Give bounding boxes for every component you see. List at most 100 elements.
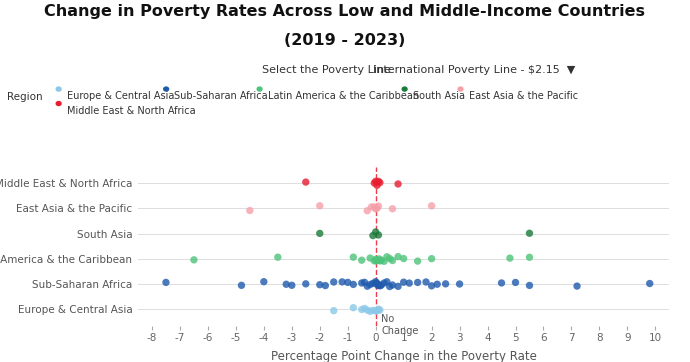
Point — [368, 180, 380, 186]
Point — [359, 306, 370, 311]
Text: No
Change: No Change — [382, 314, 419, 336]
Point — [376, 282, 387, 288]
Text: South Asia: South Asia — [413, 91, 465, 101]
Point — [328, 279, 339, 285]
Point — [356, 307, 367, 312]
Point — [367, 307, 378, 313]
Point — [373, 178, 384, 184]
Text: East Asia & the Pacific: East Asia & the Pacific — [469, 91, 578, 101]
Point — [356, 280, 367, 286]
Point — [404, 280, 415, 286]
Point — [379, 280, 390, 286]
Point — [384, 284, 395, 290]
Point — [373, 232, 384, 238]
Point — [236, 282, 247, 288]
Point — [373, 203, 384, 209]
Point — [364, 282, 375, 287]
Point — [393, 283, 404, 289]
Point — [371, 258, 382, 264]
Point — [362, 283, 373, 289]
Point — [524, 230, 535, 236]
Point — [426, 283, 437, 289]
Point — [273, 254, 284, 260]
Point — [387, 258, 398, 264]
Point — [393, 181, 404, 187]
Point — [382, 254, 393, 260]
Point — [370, 229, 381, 235]
Point — [161, 279, 172, 285]
Point — [337, 279, 348, 285]
Point — [375, 180, 386, 185]
Point — [387, 282, 398, 288]
Point — [398, 279, 409, 285]
Point — [379, 258, 390, 264]
Point — [244, 208, 255, 214]
Point — [314, 282, 325, 287]
Point — [496, 280, 507, 286]
Point — [393, 254, 404, 260]
Point — [281, 281, 292, 287]
Point — [412, 258, 423, 264]
Point — [371, 308, 382, 313]
Point — [370, 256, 381, 262]
Point — [504, 255, 515, 261]
Point — [356, 257, 367, 263]
Point — [384, 256, 395, 261]
Point — [359, 279, 370, 285]
X-axis label: Percentage Point Change in the Poverty Rate: Percentage Point Change in the Poverty R… — [270, 350, 537, 362]
Point — [364, 255, 375, 261]
Point — [348, 254, 359, 260]
Point — [364, 308, 375, 314]
Point — [524, 282, 535, 288]
Point — [373, 306, 384, 312]
Point — [286, 282, 297, 288]
Point — [342, 279, 353, 285]
Point — [375, 258, 386, 264]
Point — [371, 205, 382, 211]
Point — [382, 279, 393, 285]
Point — [644, 281, 656, 286]
Point — [398, 256, 409, 261]
Point — [373, 256, 384, 262]
Point — [373, 282, 384, 288]
Point — [440, 281, 451, 287]
Point — [524, 254, 535, 260]
Point — [412, 279, 423, 285]
Point — [300, 281, 311, 287]
Text: Sub-Saharan Africa: Sub-Saharan Africa — [175, 91, 268, 101]
Point — [510, 279, 521, 285]
Text: (2019 - 2023): (2019 - 2023) — [284, 33, 406, 47]
Point — [362, 208, 373, 214]
Point — [362, 307, 373, 313]
Point — [371, 258, 382, 264]
Point — [376, 257, 387, 263]
Point — [426, 256, 437, 262]
Point — [258, 279, 269, 285]
Point — [368, 258, 380, 264]
Point — [328, 308, 339, 313]
Point — [314, 231, 325, 236]
Point — [371, 182, 382, 188]
Point — [320, 283, 331, 289]
Point — [188, 257, 199, 263]
Point — [373, 257, 384, 263]
Point — [367, 233, 378, 239]
Point — [454, 281, 465, 287]
Point — [371, 281, 382, 286]
Point — [300, 179, 311, 185]
Text: Select the Poverty Line: Select the Poverty Line — [262, 65, 391, 75]
Point — [371, 280, 382, 286]
Point — [314, 203, 325, 209]
Point — [348, 305, 359, 311]
Point — [367, 281, 378, 286]
Point — [373, 283, 384, 289]
Point — [432, 281, 443, 287]
Text: Latin America & the Caribbean: Latin America & the Caribbean — [268, 91, 419, 101]
Point — [370, 308, 381, 314]
Text: International Poverty Line - $2.15  ▼: International Poverty Line - $2.15 ▼ — [373, 65, 575, 75]
Text: Region: Region — [7, 92, 43, 102]
Point — [387, 206, 398, 212]
Point — [348, 282, 359, 287]
Point — [375, 307, 386, 313]
Point — [571, 283, 582, 289]
